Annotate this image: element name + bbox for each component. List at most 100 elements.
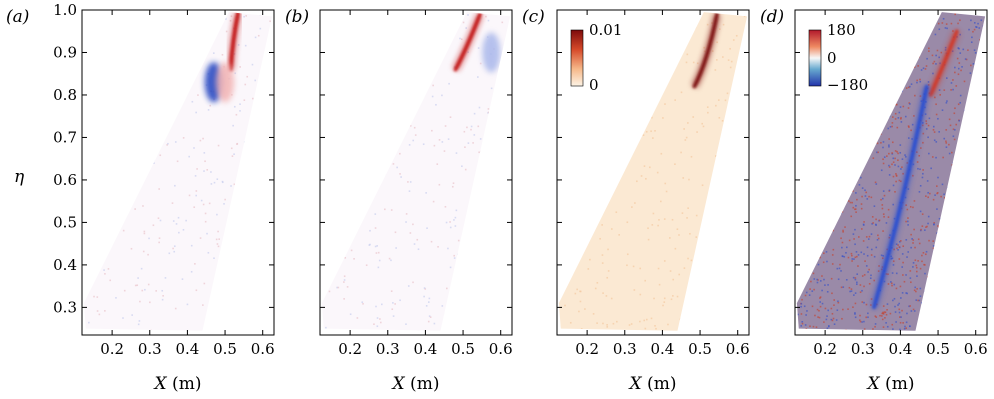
speckle (956, 57, 959, 60)
speckle (928, 47, 930, 50)
speckle (636, 180, 638, 183)
speckle (900, 118, 902, 120)
speckle (961, 246, 964, 248)
speckle (926, 225, 928, 228)
speckle (865, 117, 868, 120)
speckle (388, 257, 391, 260)
speckle (223, 286, 226, 289)
speckle (973, 49, 976, 52)
speckle (960, 324, 963, 327)
speckle (736, 98, 739, 101)
speckle (437, 246, 439, 248)
speckle (810, 195, 813, 198)
speckle (802, 150, 805, 153)
speckle (871, 223, 873, 225)
speckle (894, 150, 897, 152)
speckle (84, 54, 87, 56)
speckle (945, 204, 948, 206)
speckle (940, 295, 942, 297)
speckle (868, 268, 870, 271)
speckle (985, 57, 986, 60)
speckle (703, 46, 705, 49)
speckle (599, 186, 601, 188)
speckle (858, 39, 861, 41)
speckle (369, 243, 371, 246)
speckle (802, 101, 805, 104)
speckle (959, 221, 961, 224)
speckle (842, 231, 844, 233)
speckle (562, 273, 565, 276)
speckle (253, 302, 256, 304)
speckle (505, 310, 507, 313)
speckle (867, 24, 869, 27)
speckle (701, 122, 704, 125)
speckle (912, 266, 914, 268)
speckle (571, 163, 574, 166)
speckle (487, 108, 490, 110)
speckle (121, 138, 124, 140)
speckle (194, 175, 197, 177)
panel-1: 0.2 0.3 0.4 0.5 0.60.30.40.50.60.70.80.91.0X… (6, 1, 275, 394)
speckle (740, 285, 743, 287)
speckle (658, 219, 660, 221)
speckle (742, 185, 744, 187)
speckle (882, 326, 885, 328)
speckle (441, 141, 444, 143)
speckle (901, 253, 904, 255)
speckle (572, 237, 574, 239)
speckle (899, 144, 902, 146)
speckle (872, 66, 874, 69)
speckle (845, 94, 848, 97)
speckle (870, 119, 873, 122)
speckle (927, 306, 930, 309)
speckle (894, 23, 897, 26)
speckle (182, 63, 184, 65)
speckle (798, 251, 801, 253)
speckle (957, 146, 959, 149)
speckle (424, 66, 427, 69)
speckle (871, 51, 874, 53)
speckle (377, 251, 380, 254)
speckle (423, 287, 426, 289)
speckle (663, 260, 666, 262)
speckle (806, 310, 808, 312)
speckle (194, 263, 196, 265)
speckle (466, 283, 469, 286)
speckle (662, 117, 664, 119)
speckle (506, 210, 509, 213)
speckle (408, 32, 410, 35)
speckle (855, 192, 857, 194)
speckle (814, 101, 817, 103)
speckle (854, 168, 857, 171)
speckle (167, 142, 169, 145)
speckle (918, 154, 921, 157)
speckle (463, 300, 466, 303)
speckle (814, 12, 816, 13)
speckle (910, 21, 913, 24)
speckle (959, 271, 961, 274)
speckle (564, 93, 566, 95)
speckle (176, 22, 179, 25)
speckle (142, 163, 145, 165)
speckle (802, 215, 804, 217)
speckle (846, 194, 849, 196)
speckle (979, 310, 982, 313)
speckle (976, 186, 979, 189)
speckle (394, 303, 396, 305)
speckle (158, 237, 161, 239)
speckle (677, 40, 680, 42)
speckle (695, 254, 698, 256)
speckle (866, 254, 869, 257)
speckle (695, 214, 698, 217)
speckle (902, 274, 904, 276)
speckle (144, 288, 146, 291)
speckle (150, 329, 152, 331)
speckle (887, 331, 889, 333)
speckle (976, 104, 978, 107)
speckle (943, 208, 946, 210)
speckle (876, 15, 878, 18)
speckle (925, 128, 928, 130)
speckle (897, 249, 899, 251)
speckle (815, 326, 818, 328)
speckle (340, 234, 343, 237)
